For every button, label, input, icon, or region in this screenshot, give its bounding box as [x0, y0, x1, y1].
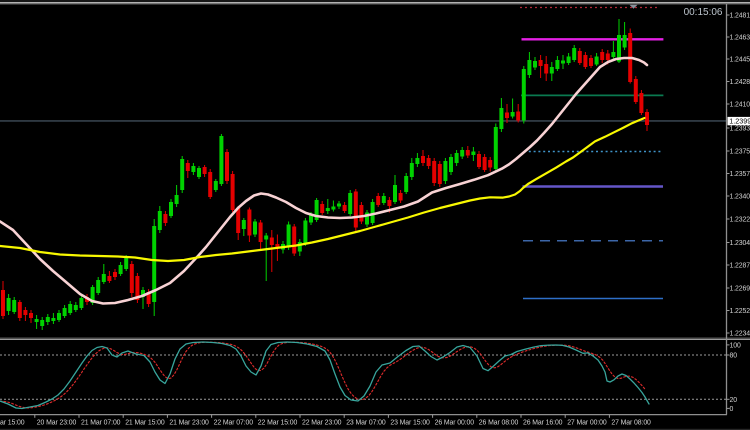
svg-text:20: 20	[730, 397, 738, 404]
svg-text:23 Mar 07:00: 23 Mar 07:00	[346, 419, 386, 426]
svg-text:1.2445: 1.2445	[730, 57, 750, 64]
svg-text:26 Mar 16:00: 26 Mar 16:00	[523, 419, 563, 426]
svg-text:21 Mar 23:00: 21 Mar 23:00	[169, 419, 209, 426]
svg-text:1.2269: 1.2269	[730, 286, 750, 293]
svg-text:1.2410: 1.2410	[730, 102, 750, 109]
svg-text:21 Mar 15:00: 21 Mar 15:00	[125, 419, 165, 426]
svg-text:26 Mar 00:00: 26 Mar 00:00	[435, 419, 475, 426]
svg-text:1.2340: 1.2340	[730, 194, 750, 201]
svg-text:1.2357: 1.2357	[730, 171, 750, 178]
svg-text:26 Mar 08:00: 26 Mar 08:00	[479, 419, 519, 426]
svg-text:1.2428: 1.2428	[730, 79, 750, 86]
svg-text:22 Mar 23:00: 22 Mar 23:00	[302, 419, 342, 426]
svg-text:1.2234: 1.2234	[730, 331, 750, 338]
svg-text:1.2252: 1.2252	[730, 308, 750, 315]
svg-text:1.2481: 1.2481	[730, 13, 750, 20]
svg-text:22 Mar 07:00: 22 Mar 07:00	[214, 419, 254, 426]
svg-text:1.2399: 1.2399	[729, 117, 750, 126]
svg-text:1.2463: 1.2463	[730, 35, 750, 42]
svg-text:1.2393: 1.2393	[730, 126, 750, 133]
svg-text:80: 80	[730, 353, 738, 360]
svg-text:27 Mar 00:00: 27 Mar 00:00	[567, 419, 607, 426]
svg-text:0: 0	[730, 406, 734, 413]
svg-text:00:15:06: 00:15:06	[684, 7, 723, 18]
svg-text:20 Mar 23:00: 20 Mar 23:00	[37, 419, 77, 426]
svg-text:1.2322: 1.2322	[730, 217, 750, 224]
svg-text:1.2375: 1.2375	[730, 149, 750, 156]
svg-text:27 Mar 08:00: 27 Mar 08:00	[611, 419, 651, 426]
svg-text:21 Mar 07:00: 21 Mar 07:00	[81, 419, 121, 426]
svg-text:1.2304: 1.2304	[730, 240, 750, 247]
svg-text:1.2287: 1.2287	[730, 263, 750, 270]
svg-text:23 Mar 15:00: 23 Mar 15:00	[390, 419, 430, 426]
svg-text:100: 100	[730, 342, 741, 349]
svg-text:22 Mar 15:00: 22 Mar 15:00	[258, 419, 298, 426]
svg-text:ar 15:00: ar 15:00	[0, 419, 25, 426]
